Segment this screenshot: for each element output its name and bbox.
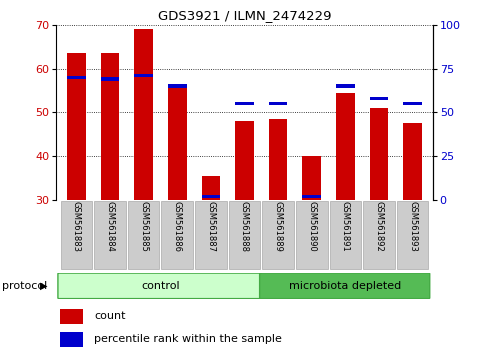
Bar — [101, 53, 119, 200]
Bar — [302, 156, 320, 200]
Text: GSM561890: GSM561890 — [306, 201, 316, 252]
Bar — [168, 86, 186, 200]
Text: percentile rank within the sample: percentile rank within the sample — [94, 335, 281, 344]
Bar — [235, 102, 253, 105]
Text: GSM561889: GSM561889 — [273, 201, 282, 252]
FancyBboxPatch shape — [363, 201, 394, 269]
Bar — [403, 123, 421, 200]
Text: GSM561891: GSM561891 — [340, 201, 349, 252]
FancyBboxPatch shape — [94, 201, 125, 269]
Bar — [403, 102, 421, 105]
Bar — [268, 119, 287, 200]
Text: GDS3921 / ILMN_2474229: GDS3921 / ILMN_2474229 — [158, 9, 330, 22]
FancyBboxPatch shape — [396, 201, 427, 269]
Text: ▶: ▶ — [41, 281, 48, 291]
FancyBboxPatch shape — [127, 201, 159, 269]
Bar — [335, 93, 354, 200]
Bar — [268, 102, 287, 105]
Text: control: control — [141, 281, 180, 291]
FancyBboxPatch shape — [58, 273, 261, 299]
Bar — [201, 195, 220, 198]
FancyBboxPatch shape — [259, 273, 429, 299]
Bar — [134, 74, 153, 78]
Text: GSM561886: GSM561886 — [172, 201, 182, 252]
FancyBboxPatch shape — [195, 201, 226, 269]
FancyBboxPatch shape — [228, 201, 260, 269]
Bar — [201, 176, 220, 200]
Text: protocol: protocol — [2, 281, 48, 291]
FancyBboxPatch shape — [295, 201, 327, 269]
Text: GSM561883: GSM561883 — [72, 201, 81, 252]
Bar — [67, 76, 85, 79]
Bar — [369, 108, 387, 200]
Text: count: count — [94, 312, 125, 321]
Text: GSM561892: GSM561892 — [374, 201, 383, 252]
Text: GSM561885: GSM561885 — [139, 201, 148, 252]
Text: GSM561887: GSM561887 — [206, 201, 215, 252]
FancyBboxPatch shape — [161, 201, 193, 269]
Bar — [67, 53, 85, 200]
Bar — [60, 309, 82, 324]
Bar — [134, 29, 153, 200]
Bar — [369, 97, 387, 100]
Bar — [302, 195, 320, 198]
Text: GSM561888: GSM561888 — [240, 201, 248, 252]
Bar — [235, 121, 253, 200]
Bar — [60, 332, 82, 347]
FancyBboxPatch shape — [262, 201, 293, 269]
Bar — [168, 84, 186, 88]
Text: GSM561884: GSM561884 — [105, 201, 114, 252]
Bar — [335, 84, 354, 88]
FancyBboxPatch shape — [329, 201, 361, 269]
FancyBboxPatch shape — [61, 201, 92, 269]
Text: GSM561893: GSM561893 — [407, 201, 416, 252]
Bar — [101, 78, 119, 81]
Text: microbiota depleted: microbiota depleted — [288, 281, 401, 291]
